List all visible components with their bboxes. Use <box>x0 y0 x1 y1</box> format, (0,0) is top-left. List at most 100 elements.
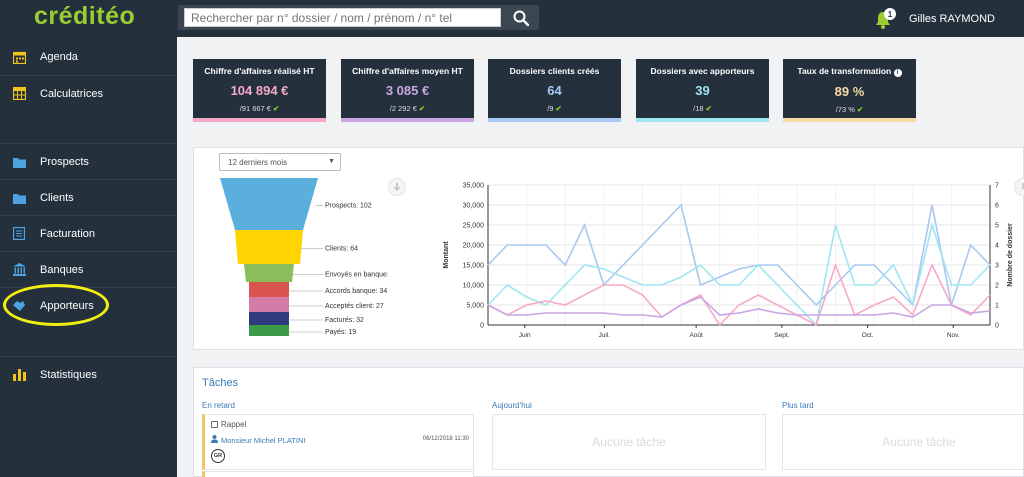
kpi-title: Dossiers clients créés <box>509 66 600 76</box>
app-logo[interactable]: créditéo <box>34 2 136 30</box>
funnel-segment[interactable] <box>249 282 289 297</box>
info-icon[interactable]: i <box>893 69 902 77</box>
y-tick-label: 15,000 <box>463 263 485 270</box>
kpi-value: 64 <box>547 83 562 98</box>
search-bar <box>178 5 539 30</box>
kpi-card-average-revenue: Chiffre d'affaires moyen HT 3 085 € /2 2… <box>341 59 474 122</box>
user-icon <box>211 435 218 445</box>
x-tick-label: Juin <box>519 332 531 339</box>
kpi-target: /73 % ✔ <box>835 105 864 114</box>
later-tasks-title: Plus tard <box>782 401 814 410</box>
x-tick-label: Nov. <box>947 332 960 339</box>
period-select[interactable]: 12 derniers mois ▼ <box>219 153 341 171</box>
line-chart: 0 5,000 10,000 15,000 20,000 25,000 30,000 35,0… <box>443 183 1014 340</box>
task-type: Rappel <box>221 420 247 429</box>
funnel-segment[interactable] <box>249 325 289 336</box>
funnel-label: Accords banque: 34 <box>325 288 387 295</box>
highlight-annotation <box>3 284 109 326</box>
funnel-label: Clients: 64 <box>325 246 358 253</box>
sidebar-item-label: Prospects <box>40 155 89 168</box>
sidebar-item-facturation[interactable]: Facturation <box>0 215 177 251</box>
kpi-title: Taux de transformation i <box>783 66 916 77</box>
y2-tick-label: 0 <box>995 323 999 330</box>
funnel-segment[interactable] <box>249 312 289 325</box>
y2-tick-label: 3 <box>995 263 999 270</box>
sidebar-item-label: Banques <box>40 263 84 276</box>
funnel-segment[interactable] <box>249 297 289 312</box>
search-button[interactable] <box>507 6 535 29</box>
sidebar-item-prospects[interactable]: Prospects <box>0 143 177 179</box>
bar-chart-icon <box>12 368 26 382</box>
x-tick-label: Août <box>689 332 703 339</box>
task-card[interactable] <box>202 471 474 477</box>
kpi-color-bar <box>488 118 621 122</box>
later-empty-state: Aucune tâche <box>782 414 1024 470</box>
kpi-target: /91 667 € ✔ <box>239 104 280 113</box>
y-tick-label: 35,000 <box>463 183 485 190</box>
check-icon: ✔ <box>705 104 712 113</box>
today-empty-state: Aucune tâche <box>492 414 766 470</box>
kpi-card-conversion-rate: Taux de transformation i 89 % /73 % ✔ <box>783 59 916 122</box>
kpi-target: /9 ✔ <box>547 104 562 113</box>
funnel-download-button[interactable] <box>388 178 406 196</box>
y-tick-label: 25,000 <box>463 223 485 230</box>
sidebar-item-agenda[interactable]: Agenda <box>0 39 177 75</box>
kpi-value: 89 % <box>834 84 865 99</box>
bank-icon <box>12 263 26 277</box>
sidebar-item-calculatrices[interactable]: Calculatrices <box>0 75 177 111</box>
y2-tick-label: 7 <box>995 183 999 190</box>
funnel-label: Acceptés client: 27 <box>325 303 384 310</box>
task-person-link[interactable]: Monsieur Michel PLATINI <box>221 435 306 445</box>
funnel-segment[interactable] <box>220 178 318 230</box>
search-input[interactable] <box>184 8 501 27</box>
notification-badge: 1 <box>884 8 896 20</box>
sidebar: Agenda Calculatrices Prospects Clients F… <box>0 37 177 477</box>
task-card[interactable]: Rappel Monsieur Michel PLATINI 06/12/201… <box>202 414 474 470</box>
kpi-card-referrer-files: Dossiers avec apporteurs 39 /18 ✔ <box>636 59 769 122</box>
user-name[interactable]: Gilles RAYMOND <box>909 13 995 25</box>
today-tasks-title: Aujourd'hui <box>492 401 532 410</box>
funnel-label: Facturés: 32 <box>325 317 364 324</box>
y2-tick-label: 6 <box>995 203 999 210</box>
kpi-value: 39 <box>695 83 710 98</box>
kpi-color-bar <box>193 118 326 122</box>
check-icon: ✔ <box>272 104 280 113</box>
top-bar: créditéo 1 Gilles RAYMOND <box>0 0 1024 37</box>
check-icon: ✔ <box>856 105 864 114</box>
kpi-value: 104 894 € <box>230 83 289 98</box>
sidebar-item-banques[interactable]: Banques <box>0 251 177 287</box>
kpi-title: Dossiers avec apporteurs <box>650 66 755 76</box>
x-tick-label: Oct. <box>862 332 874 339</box>
search-icon <box>513 10 529 26</box>
folder-icon <box>12 155 26 169</box>
funnel-segment[interactable] <box>235 230 303 264</box>
funnel-label: Prospects: 102 <box>325 203 372 210</box>
sidebar-item-statistiques[interactable]: Statistiques <box>0 356 177 392</box>
kpi-card-client-files: Dossiers clients créés 64 /9 ✔ <box>488 59 621 122</box>
checkbox-icon[interactable] <box>211 421 218 428</box>
kpi-target: /2 292 € ✔ <box>389 104 426 113</box>
y2-axis-label: Nombre de dossier <box>1007 223 1014 287</box>
y-axis-label: Montant <box>443 241 450 269</box>
chevron-down-icon: ▼ <box>328 158 335 165</box>
kpi-color-bar <box>636 118 769 122</box>
funnel-label: Payés: 19 <box>325 329 356 336</box>
assignee-avatar: GR <box>211 449 225 463</box>
series-line-2 <box>487 222 991 327</box>
series-line-3 <box>487 262 991 327</box>
download-icon <box>393 182 401 191</box>
invoice-icon <box>12 227 26 241</box>
y-tick-label: 0 <box>480 323 484 330</box>
kpi-card-revenue: Chiffre d'affaires réalisé HT 104 894 € … <box>193 59 326 122</box>
y2-tick-label: 2 <box>995 283 999 290</box>
y-tick-label: 20,000 <box>463 243 485 250</box>
sidebar-item-label: Clients <box>40 191 74 204</box>
sidebar-item-label: Statistiques <box>40 368 97 381</box>
sidebar-item-label: Facturation <box>40 227 96 240</box>
sidebar-item-clients[interactable]: Clients <box>0 179 177 215</box>
series-line-4 <box>487 296 991 318</box>
series-line-1 <box>487 203 991 307</box>
tasks-title: Tâches <box>202 377 239 389</box>
funnel-segment[interactable] <box>244 264 294 282</box>
late-tasks-title: En retard <box>202 401 235 410</box>
